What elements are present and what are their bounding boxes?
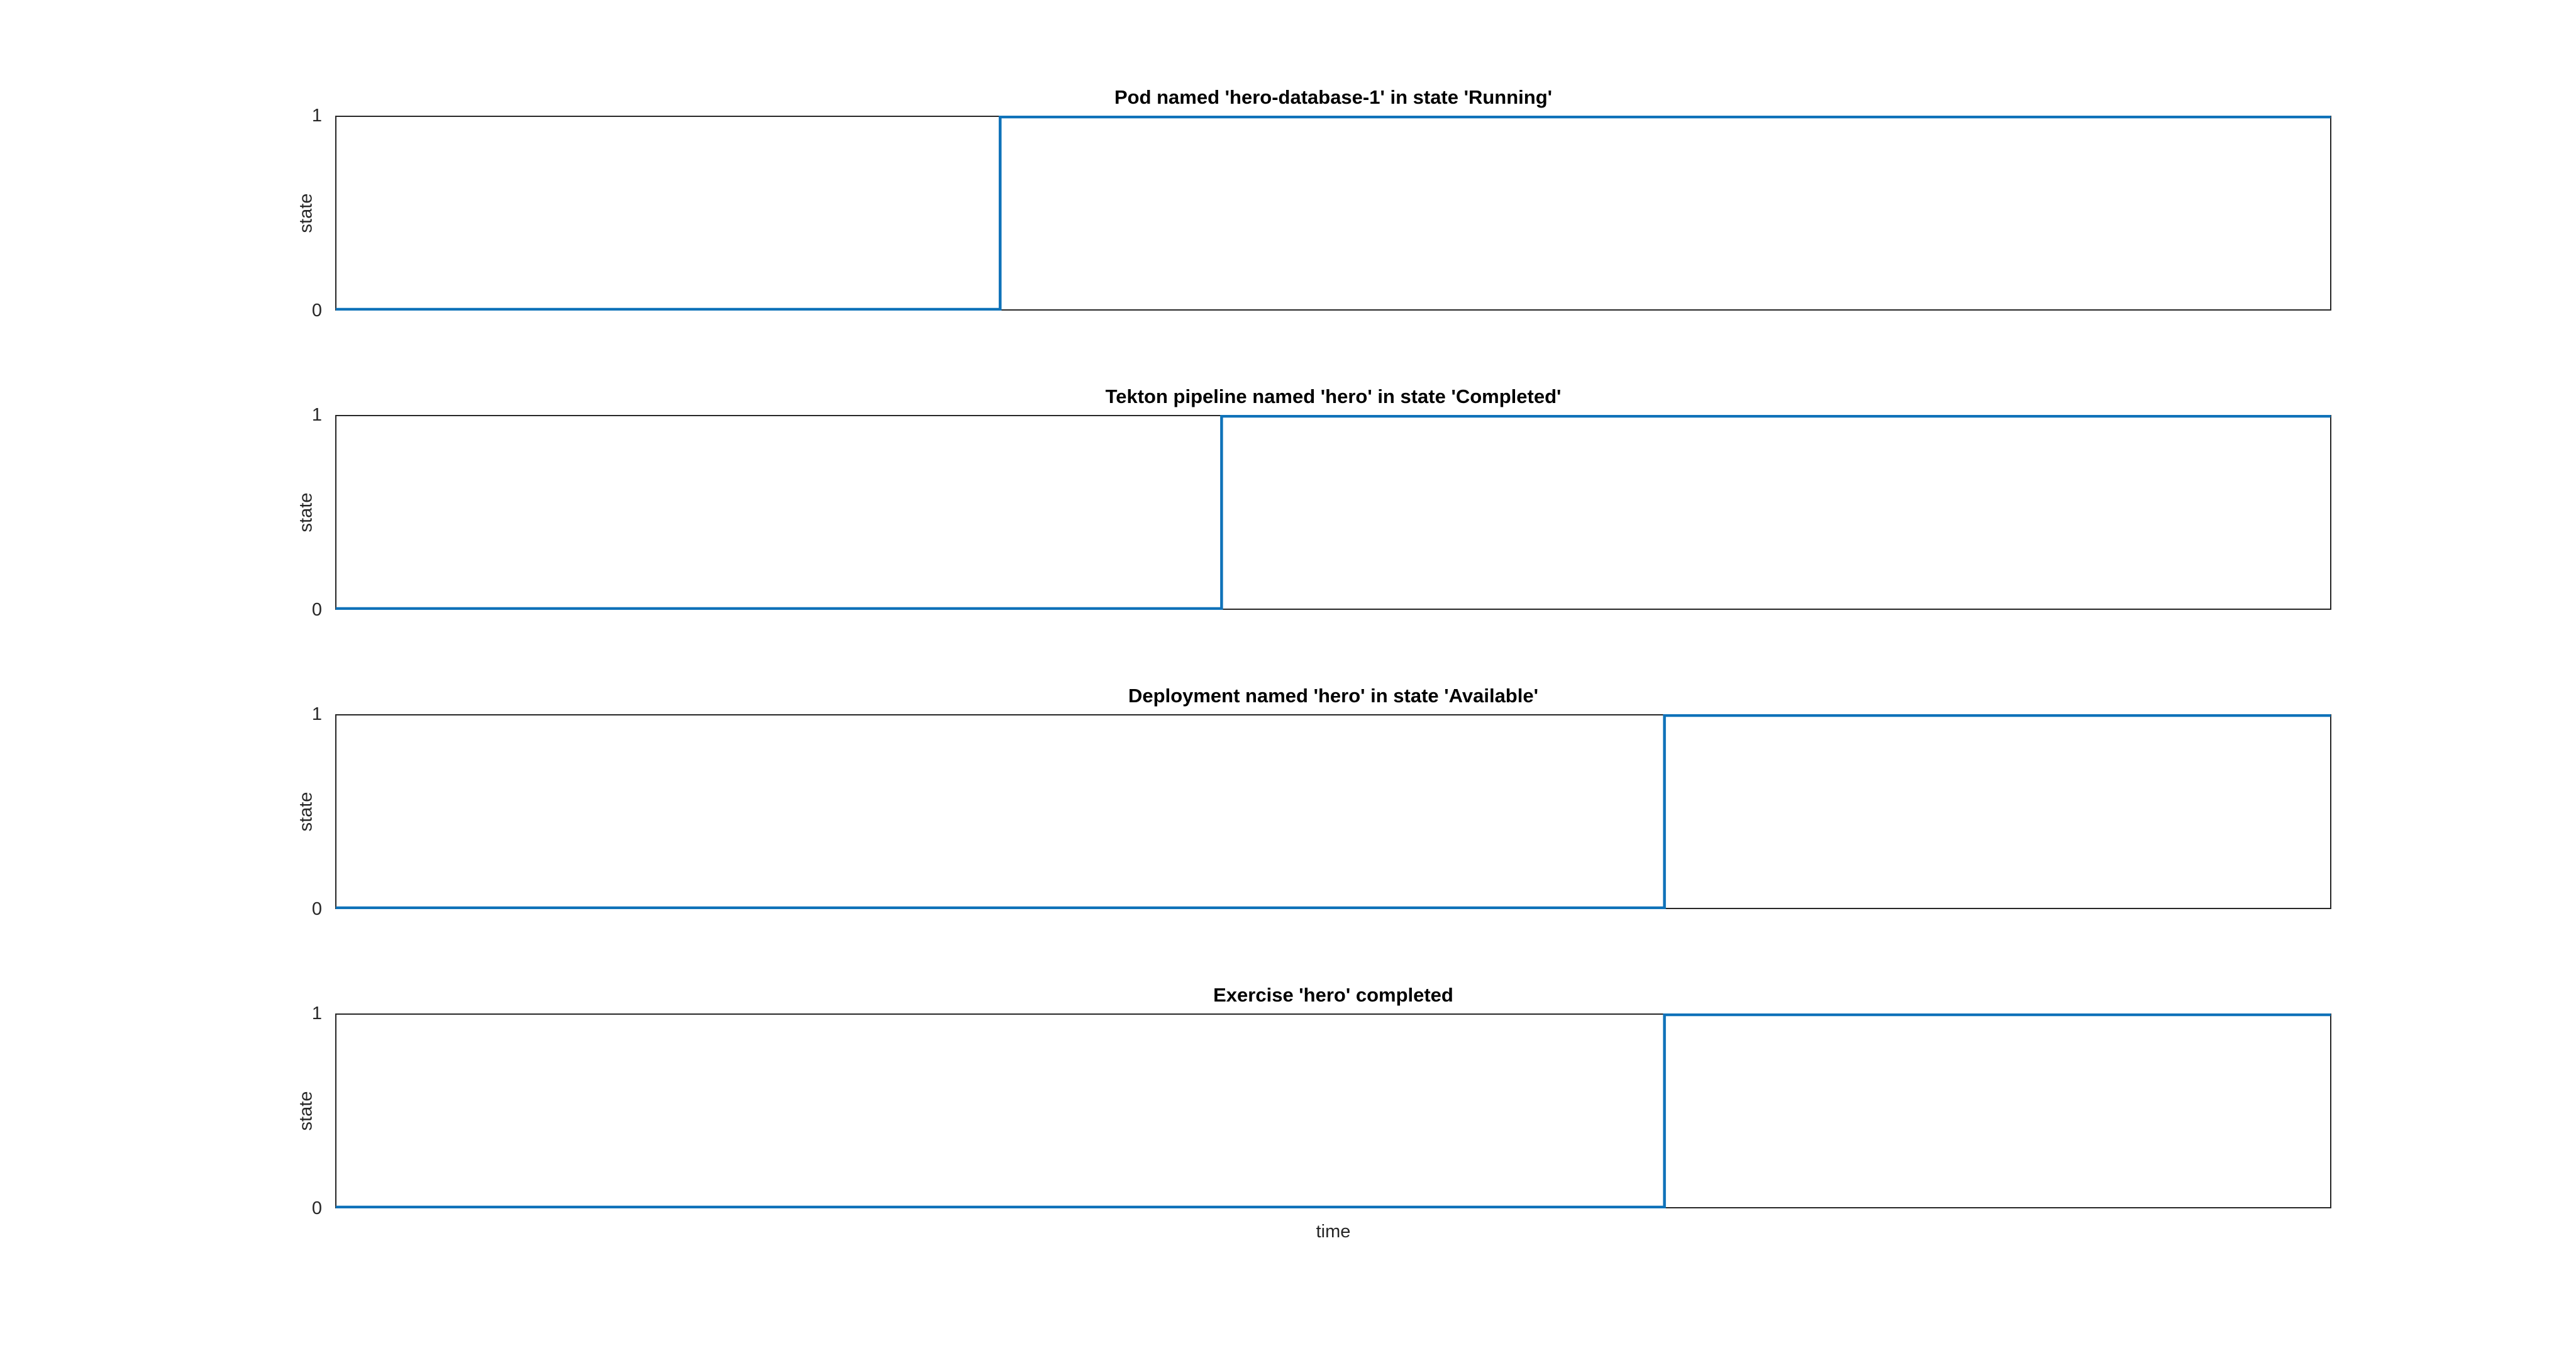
plot-area — [335, 714, 2331, 909]
axes-frame — [335, 415, 2331, 610]
y-tick-0: 0 — [311, 600, 322, 620]
x-axis-label: time — [1316, 1222, 1351, 1242]
subplot-pipeline-completed: Tekton pipeline named 'hero' in state 'C… — [0, 385, 2576, 620]
axes-frame — [335, 714, 2331, 909]
subplot-deployment-available: Deployment named 'hero' in state 'Availa… — [0, 685, 2576, 919]
axes-frame — [335, 1013, 2331, 1208]
y-axis-label: state — [296, 1091, 316, 1131]
y-tick-1: 1 — [311, 405, 322, 425]
chart-title: Exercise 'hero' completed — [1213, 984, 1453, 1006]
state-step-line — [336, 116, 2331, 311]
subplot-pod-running: Pod named 'hero-database-1' in state 'Ru… — [0, 86, 2576, 321]
axes-frame — [335, 116, 2331, 311]
y-axis-label: state — [296, 193, 316, 233]
state-step-line — [336, 415, 2331, 610]
chart-title: Tekton pipeline named 'hero' in state 'C… — [1105, 385, 1562, 407]
plot-area — [335, 116, 2331, 311]
state-step-line — [336, 714, 2331, 909]
y-tick-0: 0 — [311, 1198, 322, 1218]
chart-title: Deployment named 'hero' in state 'Availa… — [1128, 685, 1538, 707]
y-tick-1: 1 — [311, 704, 322, 724]
y-tick-1: 1 — [311, 1003, 322, 1024]
y-tick-1: 1 — [311, 106, 322, 126]
plot-area — [335, 1013, 2331, 1208]
y-tick-0: 0 — [311, 301, 322, 321]
y-axis-label: state — [296, 792, 316, 832]
y-axis-label: state — [296, 492, 316, 533]
subplot-exercise-completed: Exercise 'hero' completed 1 0 state — [0, 984, 2576, 1218]
state-step-line — [336, 1013, 2331, 1208]
plot-area — [335, 415, 2331, 610]
y-tick-0: 0 — [311, 899, 322, 919]
chart-title: Pod named 'hero-database-1' in state 'Ru… — [1114, 86, 1553, 108]
